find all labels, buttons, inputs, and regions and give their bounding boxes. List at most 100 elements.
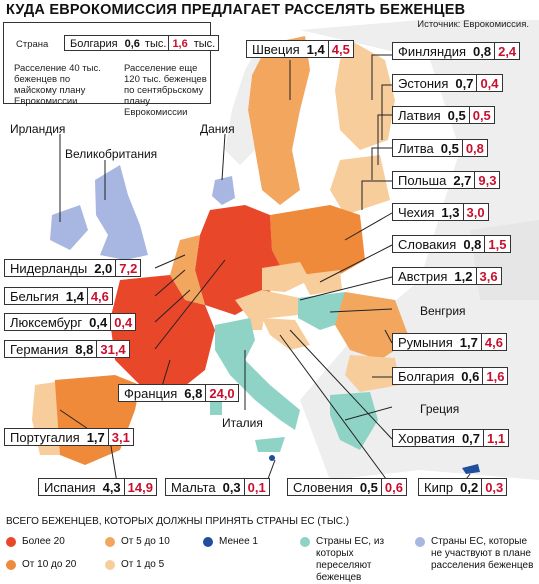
value-a: 1,7 [459,335,478,350]
name: Швеция [252,42,300,57]
box-germany: Германия 8,8 31,4 [4,340,130,358]
austria-shape [235,290,300,320]
name: Хорватия [398,431,455,446]
value-b: 4,6 [86,288,112,304]
value-a: 4,3 [102,480,121,495]
name: Румыния [398,335,453,350]
value-b: 0,3 [481,479,506,495]
value-b: 0,8 [461,140,487,156]
value-a: 1,7 [86,430,105,445]
italy-shape [215,318,300,430]
box-bulgaria: Болгария 0,6 1,6 [392,367,509,385]
value-b: 2,4 [494,43,519,59]
legend-item-1-5: От 1 до 5 [105,559,164,571]
value-a: 0,7 [461,431,481,446]
cyprus-shape [462,464,480,474]
key-country: Болгария [70,38,118,50]
legend-swatch [203,537,213,547]
value-a: 1,3 [441,205,460,220]
value-b: 3,0 [462,204,488,220]
box-portugal: Португалия 1,7 3,1 [4,428,134,446]
value-b: 0,1 [243,479,269,495]
name: Финляндия [398,44,467,59]
box-poland: Польша 2,7 9,3 [392,171,501,189]
value-b: 9,3 [474,172,499,188]
leader-lines [59,54,471,490]
benelux-shape [170,235,205,305]
name: Германия [10,342,69,357]
value-b: 1,5 [484,236,509,252]
value-a: 0,6 [461,369,480,384]
name: Болгария [398,369,455,384]
value-a: 1,2 [454,269,473,284]
value-a: 0,5 [447,108,466,123]
value-a: 6,8 [184,386,203,401]
value-b: 3,1 [107,429,133,445]
value-a: 0,3 [222,480,241,495]
denmark-shape [212,176,235,205]
box-sweden: Швеция 1,4 4,5 [246,40,354,58]
land-background-east [470,220,539,300]
value-a: 0,5 [440,141,459,156]
box-romania: Румыния 1,7 4,6 [392,333,507,351]
name: Бельгия [10,289,59,304]
legend-item-non-participating: Страны ЕС, которые не участвуют в плане … [415,536,535,572]
label-uk: Великобритания [65,147,158,161]
legend-item-under-1: Менее 1 [203,536,258,548]
name: Нидерланды [10,261,88,276]
key-value-b: 1,6 [168,36,190,50]
bulgaria-shape [345,355,400,392]
value-a: 1,4 [65,289,84,304]
value-a: 2,0 [94,261,113,276]
box-croatia: Хорватия 0,7 1,1 [392,429,510,447]
box-france: Франция 6,8 24,0 [118,384,239,402]
croatia-shape [262,318,310,350]
legend-label: Более 20 [22,536,65,547]
legend-swatch [105,537,115,547]
finland-shape [335,40,395,150]
legend-label: От 1 до 5 [121,559,165,570]
key-unit-b: тыс. [193,38,216,50]
box-luxembourg: Люксембург 0,4 0,4 [4,313,137,331]
key-note-left: Расселение 40 тыс. беженцев по майскому … [14,63,101,107]
legend-label: Страны ЕС, из которых переселяют беженце… [316,536,385,583]
legend-swatch [415,537,425,547]
value-b: 0,4 [476,75,501,91]
baltics-shape [330,155,390,215]
legend-label: Менее 1 [219,536,258,547]
label-ireland: Ирландия [10,122,66,136]
value-b: 0,6 [380,479,406,495]
key-sample-box: Болгария 0,6 тыс. 1,6 тыс. [64,35,220,51]
value-a: 0,8 [463,237,482,252]
name: Испания [44,480,96,495]
label-greece: Греция [420,402,460,416]
legend-swatch [105,560,115,570]
box-slovakia: Словакия 0,8 1,5 [392,235,511,253]
box-finland: Финляндия 0,8 2,4 [392,42,521,60]
legend-item-10-20: От 10 до 20 [6,559,76,571]
key-box: Страна Болгария 0,6 тыс. 1,6 тыс. Рассел… [3,22,220,118]
box-cyprus: Кипр 0,2 0,3 [418,478,508,496]
label-denmark: Дания [200,122,235,136]
box-czech: Чехия 1,3 3,0 [392,203,489,221]
box-estonia: Эстония 0,7 0,4 [392,74,503,92]
source-note: Источник: Еврокомиссия. [417,19,529,30]
value-b: 0,5 [468,107,494,123]
name: Австрия [398,269,448,284]
value-b: 24,0 [205,385,237,401]
sicily-shape [255,437,285,452]
key-note-right: Расселение еще 120 тыс. беженцев по сент… [124,63,207,118]
name: Кипр [424,480,454,495]
norway-shape [225,40,268,165]
value-b: 1,6 [482,368,507,384]
box-belgium: Бельгия 1,4 4,6 [4,287,113,305]
key-unit-a: тыс. [144,38,167,50]
name: Эстония [398,76,449,91]
name: Португалия [10,430,80,445]
name: Словения [293,480,353,495]
value-a: 0,4 [89,315,108,330]
value-a: 2,7 [453,173,472,188]
page-title: КУДА ЕВРОКОМИССИЯ ПРЕДЛАГАЕТ РАССЕЛЯТЬ Б… [6,2,466,18]
poland-shape [270,205,365,280]
